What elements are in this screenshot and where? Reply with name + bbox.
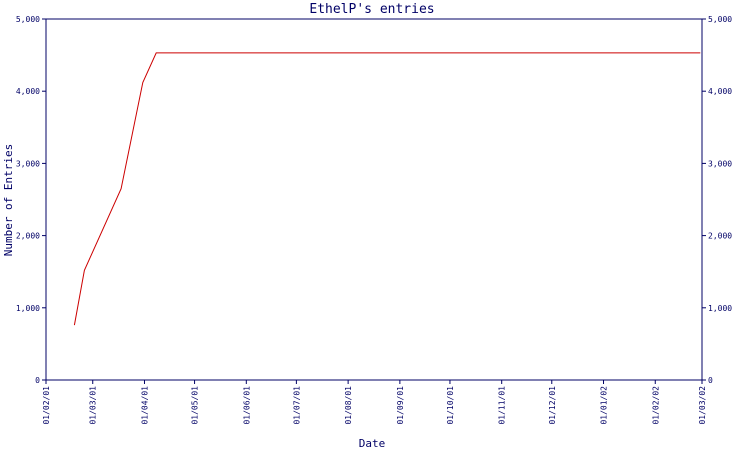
x-tick-label: 01/02/02 [651,386,660,425]
x-tick-label: 01/02/01 [42,386,51,425]
x-tick-label: 01/05/01 [191,386,200,425]
y-tick-label-left: 1,000 [16,304,40,313]
series-line [73,52,701,326]
chart-title: EthelP's entries [309,2,434,17]
x-axis: 01/02/01 01/03/01 01/04/01 01/05/01 01/06/01… [42,380,707,425]
y-tick-label-right: 3,000 [708,159,732,168]
x-tick-label: 01/03/01 [89,386,98,425]
y-axis-label: Number of Entries [2,144,15,257]
x-axis-label: Date [359,437,386,450]
y-tick-label-right: 1,000 [708,304,732,313]
x-tick-label: 01/03/02 [698,386,707,425]
x-tick-label: 01/07/01 [292,386,301,425]
series-group [73,52,701,326]
x-tick-label: 01/08/01 [344,386,353,425]
y-tick-label-right: 5,000 [708,15,732,24]
plot-frame [45,18,703,381]
x-tick-label: 01/04/01 [140,386,149,425]
x-tick-label: 01/09/01 [396,386,405,425]
x-tick-label: 01/11/01 [498,386,507,425]
x-tick-label: 01/10/01 [446,386,455,425]
x-tick-label: 01/12/01 [548,386,557,425]
y-axis-right: 0 1,000 2,000 3,000 4,000 5,000 [702,15,732,385]
x-tick-label: 01/01/02 [600,386,609,425]
y-tick-label-left: 4,000 [16,87,40,96]
y-tick-label-right: 4,000 [708,87,732,96]
x-tick-label: 01/06/01 [242,386,251,425]
y-tick-label-right: 0 [708,376,713,385]
y-tick-label-left: 2,000 [16,232,40,241]
y-tick-label-right: 2,000 [708,232,732,241]
y-axis-left: 0 1,000 2,000 3,000 4,000 5,000 [16,15,46,385]
y-tick-label-left: 5,000 [16,15,40,24]
y-tick-label-left: 0 [35,376,40,385]
y-tick-label-left: 3,000 [16,159,40,168]
